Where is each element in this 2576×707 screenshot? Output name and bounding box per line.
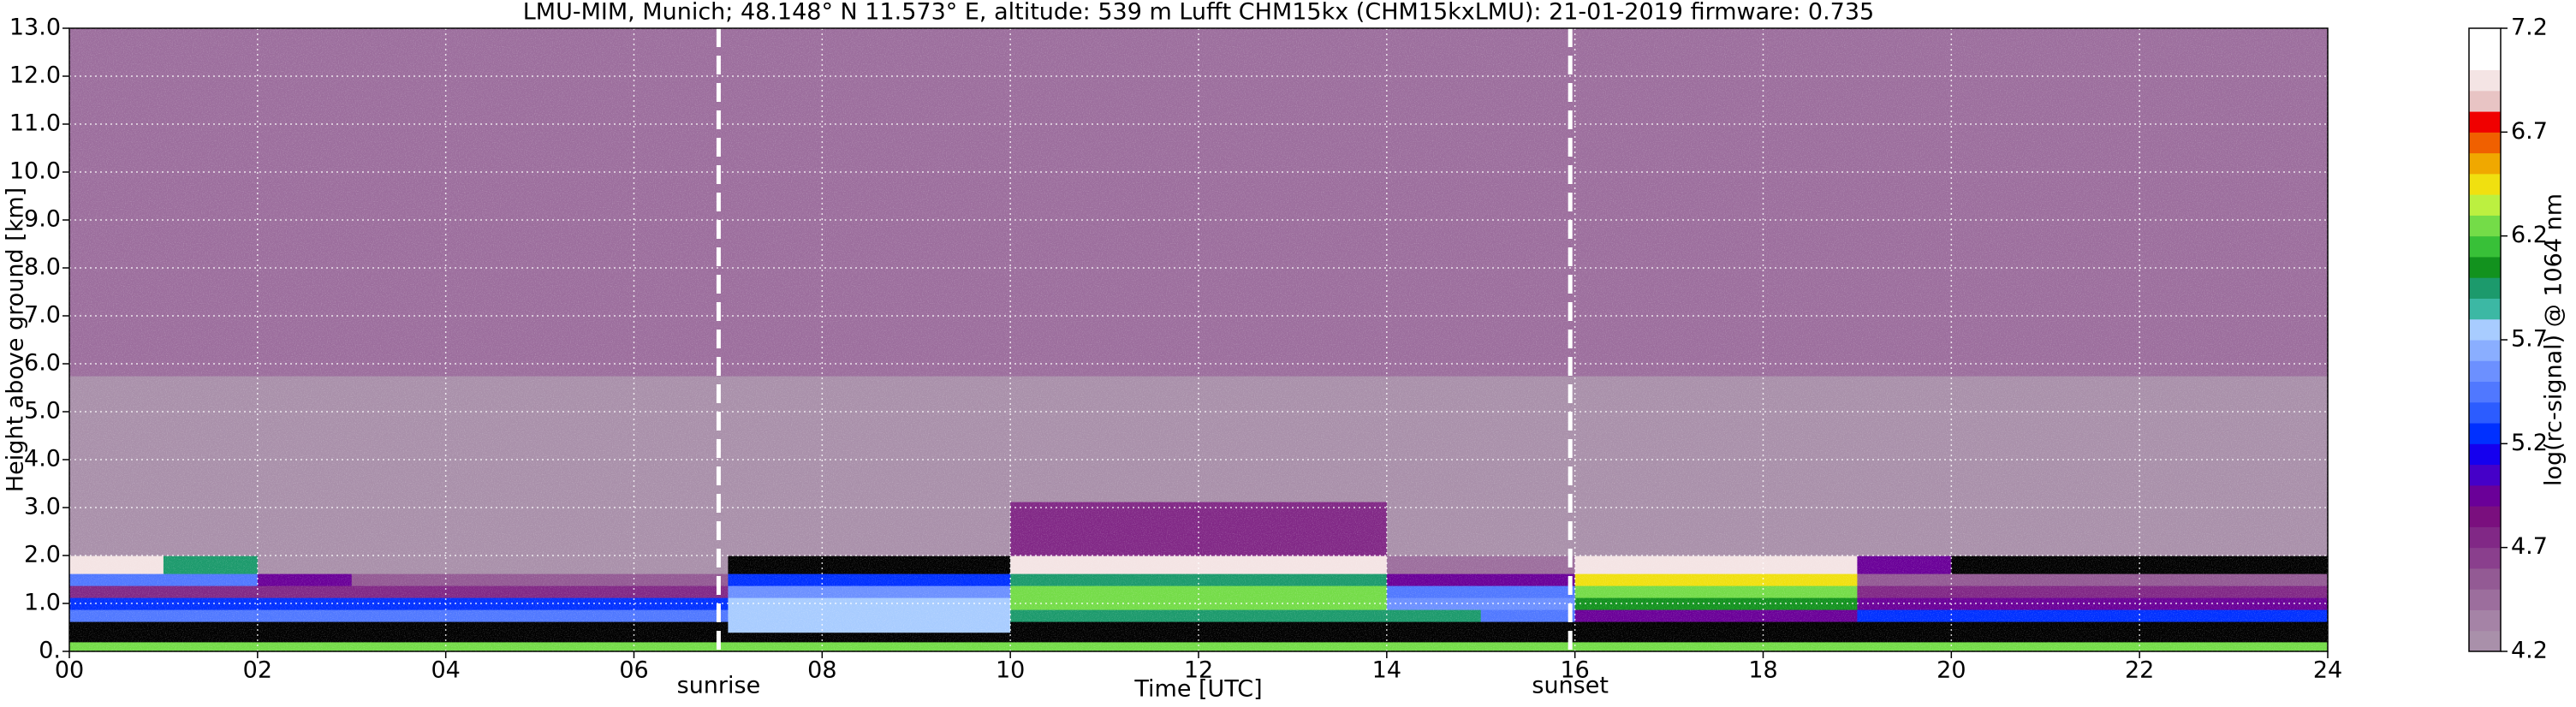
x-tick-label: 20: [1936, 657, 1966, 684]
y-tick-label: 0.: [39, 638, 61, 664]
colorbar-tick-label: 4.7: [2511, 533, 2548, 560]
colorbar-swatch: [2469, 194, 2501, 216]
colorbar-tick-label: 7.2: [2511, 15, 2548, 41]
x-tick-label: 10: [996, 657, 1025, 684]
colorbar-swatch: [2469, 340, 2501, 361]
colorbar-swatch: [2469, 152, 2501, 175]
colorbar-swatch: [2469, 49, 2501, 71]
x-tick-label: 00: [55, 657, 84, 684]
colorbar-swatch: [2469, 547, 2501, 569]
colorbar-swatch: [2469, 277, 2501, 299]
plot-frame: [68, 27, 2329, 652]
y-tick-label: 8.0: [24, 254, 61, 281]
y-tick-label: 1.0: [24, 590, 61, 616]
y-tick-label: 3.0: [24, 494, 61, 520]
y-tick-label: 6.0: [24, 350, 61, 377]
colorbar-tick-label: 6.2: [2511, 222, 2548, 248]
x-tick-label: 18: [1748, 657, 1777, 684]
colorbar-swatch: [2469, 173, 2501, 195]
x-tick-label: 14: [1372, 657, 1401, 684]
y-tick-label: 12.0: [9, 62, 61, 89]
y-tick-label: 4.0: [24, 446, 61, 472]
colorbar-swatch: [2469, 464, 2501, 486]
colorbar-swatch: [2469, 132, 2501, 154]
y-tick-label: 9.0: [24, 206, 61, 233]
y-tick-label: 10.0: [9, 158, 61, 185]
colorbar-tick-label: 6.7: [2511, 118, 2548, 145]
colorbar-swatch: [2469, 69, 2501, 92]
colorbar-swatch: [2469, 298, 2501, 320]
colorbar-tick-label: 5.7: [2511, 326, 2548, 353]
x-tick-label: 16: [1560, 657, 1589, 684]
x-tick-label: 02: [243, 657, 272, 684]
x-tick-label: 24: [2313, 657, 2342, 684]
colorbar-swatch: [2469, 526, 2501, 549]
colorbar-swatch: [2469, 360, 2501, 383]
y-tick-label: 11.0: [9, 110, 61, 137]
colorbar-swatch: [2469, 506, 2501, 527]
colorbar-swatch: [2469, 423, 2501, 444]
annotation-label: sunrise: [677, 673, 761, 699]
colorbar-swatch: [2469, 215, 2501, 237]
colorbar-swatch: [2469, 28, 2501, 50]
y-tick-label: 5.0: [24, 398, 61, 425]
colorbar-swatch: [2469, 609, 2501, 632]
colorbar-swatch: [2469, 567, 2501, 590]
x-axis-label: Time [UTC]: [1133, 676, 1262, 703]
x-tick-label: 04: [431, 657, 460, 684]
colorbar-tick-label: 5.2: [2511, 430, 2548, 456]
colorbar-swatch: [2469, 90, 2501, 112]
colorbar-swatch: [2469, 235, 2501, 258]
colorbar-swatch: [2469, 111, 2501, 133]
x-tick-label: 08: [807, 657, 836, 684]
y-axis-label: Height above ground [km]: [3, 187, 29, 492]
annotation-label: sunset: [1532, 673, 1609, 699]
colorbar-swatch: [2469, 630, 2501, 652]
x-tick-label: 22: [2125, 657, 2154, 684]
colorbar-swatch: [2469, 401, 2501, 424]
y-tick-label: 13.0: [9, 15, 61, 41]
colorbar-swatch: [2469, 381, 2501, 403]
chart-title: LMU-MIM, Munich; 48.148° N 11.573° E, al…: [523, 0, 1874, 26]
y-tick-label: 2.0: [24, 542, 61, 568]
colorbar-swatch: [2469, 484, 2501, 507]
y-tick-label: 7.0: [24, 302, 61, 329]
colorbar-label: log(rc-signal) @ 1064 nm: [2541, 193, 2567, 486]
colorbar-tick-label: 4.2: [2511, 638, 2548, 664]
colorbar-swatch: [2469, 443, 2501, 466]
colorbar-swatch: [2469, 318, 2501, 341]
colorbar-swatch: [2469, 256, 2501, 278]
x-tick-label: 06: [619, 657, 648, 684]
x-tick-label: 12: [1184, 657, 1213, 684]
colorbar-swatch: [2469, 589, 2501, 610]
